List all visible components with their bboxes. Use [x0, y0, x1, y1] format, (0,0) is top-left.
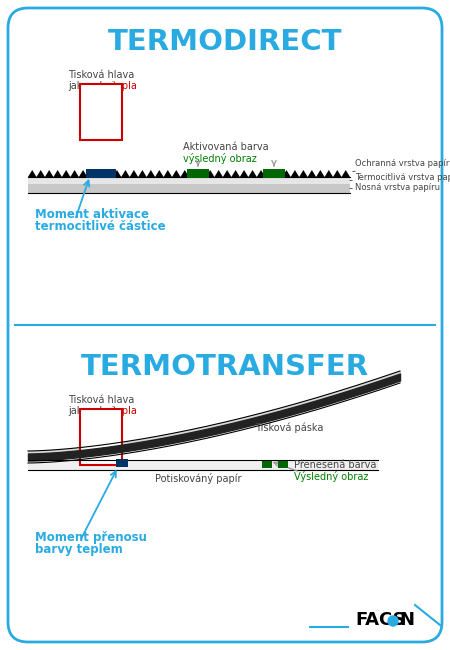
Text: Nosná vrstva papíru: Nosná vrstva papíru — [350, 183, 440, 192]
Text: jako zdroj: jako zdroj — [68, 406, 117, 416]
Polygon shape — [189, 170, 198, 177]
Polygon shape — [223, 170, 231, 177]
Text: Termocitlivá vrstva papíru: Termocitlivá vrstva papíru — [350, 174, 450, 183]
Polygon shape — [87, 170, 96, 177]
Polygon shape — [299, 170, 308, 177]
Bar — [28, 460, 378, 470]
Text: barvy teplem: barvy teplem — [35, 543, 123, 556]
Polygon shape — [62, 170, 70, 177]
Text: Tisková páska: Tisková páska — [255, 422, 324, 434]
Polygon shape — [206, 170, 214, 177]
Polygon shape — [291, 170, 299, 177]
Polygon shape — [274, 170, 282, 177]
Text: Tisková hlava: Tisková hlava — [68, 70, 134, 80]
Polygon shape — [198, 170, 206, 177]
Circle shape — [388, 616, 398, 626]
Polygon shape — [96, 170, 104, 177]
FancyBboxPatch shape — [8, 8, 442, 642]
Polygon shape — [164, 170, 172, 177]
Text: Ochranná vrstva papíru: Ochranná vrstva papíru — [353, 159, 450, 172]
Polygon shape — [147, 170, 155, 177]
Polygon shape — [180, 170, 189, 177]
Bar — [86, 169, 116, 178]
Bar — [278, 461, 288, 468]
Polygon shape — [121, 170, 130, 177]
Text: N: N — [399, 611, 414, 629]
Text: Tisková hlava: Tisková hlava — [68, 395, 134, 405]
Text: jako zdroj: jako zdroj — [68, 81, 117, 91]
Polygon shape — [240, 170, 248, 177]
Text: termocitlivé částice: termocitlivé částice — [35, 220, 166, 233]
Polygon shape — [214, 170, 223, 177]
Text: tepla: tepla — [113, 406, 138, 416]
Polygon shape — [54, 170, 62, 177]
Polygon shape — [104, 170, 113, 177]
Polygon shape — [231, 170, 240, 177]
Bar — [116, 459, 128, 467]
Polygon shape — [342, 170, 350, 177]
Text: Potiskováný papír: Potiskováný papír — [155, 473, 242, 484]
Bar — [80, 84, 122, 140]
Polygon shape — [70, 170, 79, 177]
Polygon shape — [113, 170, 121, 177]
Text: Přenesená barva: Přenesená barva — [294, 460, 376, 470]
Text: FACS: FACS — [355, 611, 405, 629]
Polygon shape — [138, 170, 147, 177]
Polygon shape — [257, 170, 265, 177]
Polygon shape — [172, 170, 180, 177]
Text: výsledný obraz: výsledný obraz — [183, 153, 257, 164]
Polygon shape — [45, 170, 54, 177]
Text: TERMOTRANSFER: TERMOTRANSFER — [81, 353, 369, 381]
Bar — [262, 461, 272, 468]
Text: Výsledný obraz: Výsledný obraz — [294, 471, 369, 482]
Polygon shape — [36, 170, 45, 177]
Polygon shape — [28, 170, 36, 177]
Polygon shape — [333, 170, 342, 177]
Polygon shape — [265, 170, 274, 177]
Bar — [80, 409, 122, 465]
Text: Moment přenosu: Moment přenosu — [35, 530, 147, 543]
Polygon shape — [130, 170, 138, 177]
Text: TERMODIRECT: TERMODIRECT — [108, 28, 342, 56]
Bar — [187, 169, 209, 178]
Text: tepla: tepla — [113, 81, 138, 91]
Bar — [28, 184, 350, 193]
Bar — [263, 169, 285, 178]
Polygon shape — [282, 170, 291, 177]
Polygon shape — [324, 170, 333, 177]
Polygon shape — [308, 170, 316, 177]
Text: Moment aktivace: Moment aktivace — [35, 207, 149, 220]
Polygon shape — [79, 170, 87, 177]
Bar — [28, 177, 350, 184]
Polygon shape — [316, 170, 324, 177]
Polygon shape — [248, 170, 257, 177]
Text: Aktivovaná barva: Aktivovaná barva — [183, 142, 269, 152]
Polygon shape — [155, 170, 164, 177]
